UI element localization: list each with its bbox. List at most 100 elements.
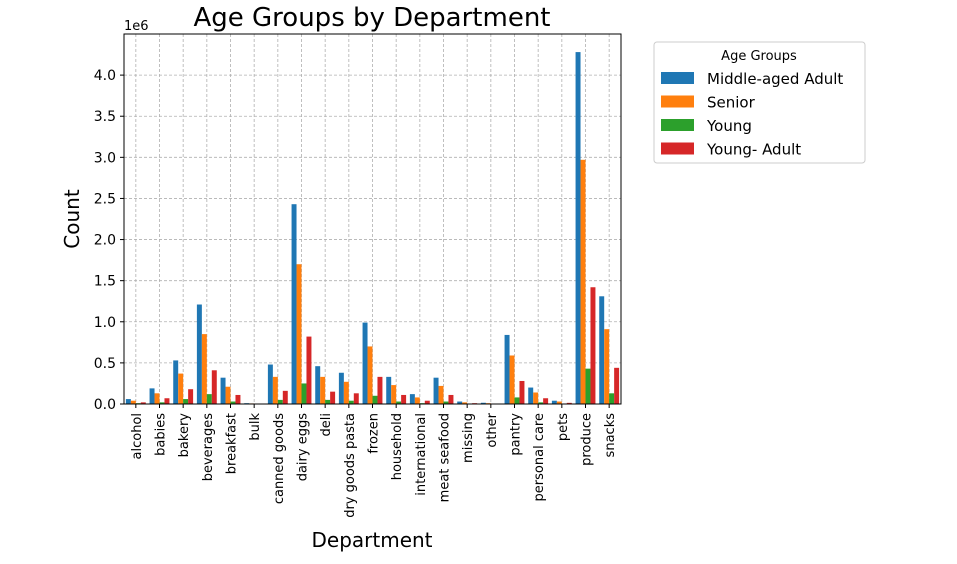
bar — [206, 394, 212, 404]
bar — [125, 399, 131, 404]
x-axis-label: Department — [311, 528, 432, 552]
y-tick-label: 1.0 — [94, 315, 116, 331]
bar — [164, 398, 170, 404]
grid-lines — [124, 34, 621, 405]
bar — [183, 399, 189, 404]
bar — [277, 399, 283, 404]
bar — [543, 398, 549, 404]
legend-swatch — [661, 95, 694, 108]
bar — [325, 399, 331, 404]
bar — [585, 368, 591, 404]
bar — [306, 336, 312, 404]
bar — [391, 385, 397, 404]
y-axis-label: Count — [60, 189, 84, 249]
bar — [154, 393, 160, 404]
legend-swatch — [661, 72, 694, 84]
x-tick-label: dairy eggs — [296, 413, 311, 482]
bar — [599, 296, 605, 404]
bar — [504, 334, 510, 404]
bar — [396, 401, 402, 404]
bar — [159, 402, 165, 404]
bar — [556, 401, 562, 404]
bar — [409, 394, 415, 404]
bar — [315, 366, 321, 404]
bars — [125, 52, 620, 404]
bar — [272, 376, 278, 404]
x-tick-label: produce — [580, 413, 595, 466]
x-tick-label: dry goods pasta — [343, 413, 358, 518]
bar — [188, 389, 194, 404]
bar — [353, 393, 359, 404]
bar — [438, 385, 444, 404]
y-axis: 0.0 0.5 1.0 1.5 2.0 2.5 3.0 3.5 4.0 — [94, 68, 124, 413]
legend: Age Groups Middle-aged Adult Senior Young Y… — [653, 41, 866, 164]
x-tick-label: personal care — [532, 413, 547, 501]
bar — [551, 400, 557, 404]
bar — [575, 52, 581, 404]
y-tick-label: 0.0 — [94, 397, 116, 413]
bar — [343, 381, 349, 404]
bar — [533, 392, 539, 404]
legend-frame — [653, 41, 866, 164]
x-tick-label: meat seafood — [438, 413, 453, 502]
bar — [443, 401, 449, 404]
x-tick-label: pets — [556, 413, 571, 441]
bar — [480, 402, 486, 404]
bar — [291, 204, 297, 404]
x-tick-label: babies — [154, 413, 169, 456]
bar — [433, 377, 439, 404]
legend-swatch — [661, 142, 694, 155]
y-tick-label: 3.0 — [94, 150, 116, 166]
legend-entry: Middle-aged Adult — [707, 70, 843, 88]
bar — [320, 376, 326, 404]
bar — [580, 159, 586, 404]
bar — [149, 388, 155, 404]
bar — [173, 360, 179, 404]
x-tick-label: bakery — [177, 413, 192, 458]
bar — [519, 380, 525, 404]
bar — [301, 383, 307, 404]
bar — [448, 394, 454, 404]
x-tick-label: alcohol — [130, 413, 145, 459]
bar — [235, 394, 241, 404]
x-tick-label: missing — [461, 413, 476, 463]
bar — [372, 395, 378, 404]
x-tick-label: frozen — [367, 413, 382, 454]
bar — [130, 400, 136, 404]
bar — [211, 370, 217, 404]
bar — [367, 346, 373, 404]
x-tick-label: canned goods — [272, 413, 287, 504]
y-tick-label: 4.0 — [94, 68, 116, 84]
legend-swatch — [661, 119, 694, 131]
bar — [140, 402, 146, 404]
y-tick-label: 2.0 — [94, 233, 116, 249]
x-axis: alcohol babies bakery beverages breakfast bul… — [130, 404, 618, 518]
x-tick-label: international — [414, 413, 429, 496]
x-tick-label: beverages — [201, 413, 216, 482]
bar — [201, 334, 207, 404]
bar — [330, 391, 336, 404]
bar — [457, 401, 463, 404]
x-tick-label: pantry — [509, 413, 524, 456]
x-tick-label: household — [390, 413, 405, 480]
bar — [462, 402, 468, 404]
bar — [528, 387, 534, 404]
bar — [401, 394, 407, 404]
bar — [178, 373, 184, 404]
y-tick-label: 0.5 — [94, 356, 116, 372]
bar — [538, 402, 544, 404]
bar — [230, 401, 236, 404]
bar — [386, 376, 392, 404]
y-tick-label: 1.5 — [94, 274, 116, 290]
bar — [414, 397, 420, 404]
x-tick-label: breakfast — [225, 413, 240, 474]
x-tick-label: bulk — [248, 413, 263, 441]
bar — [424, 400, 430, 404]
bar — [377, 376, 383, 404]
y-tick-label: 2.5 — [94, 191, 116, 207]
bar — [590, 287, 596, 404]
bar — [267, 364, 273, 404]
chart-title: Age Groups by Department — [193, 3, 550, 33]
bar — [225, 386, 231, 404]
